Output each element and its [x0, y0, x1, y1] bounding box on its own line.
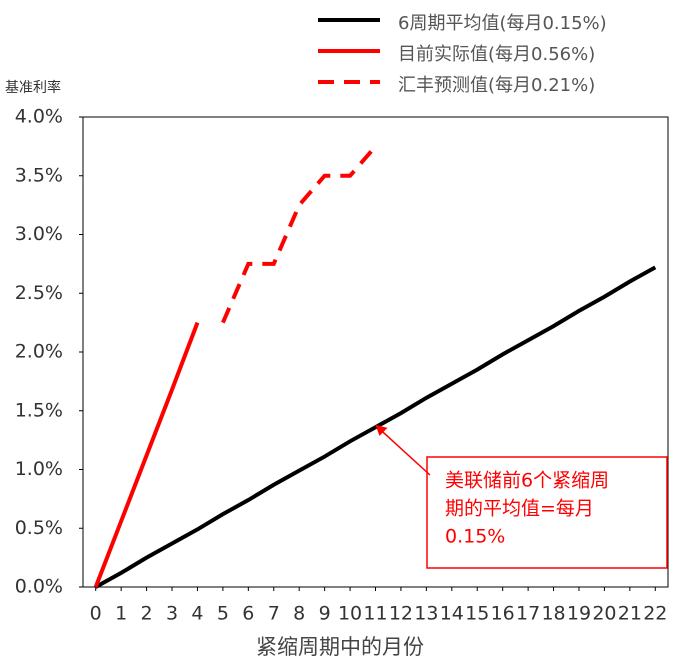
- y-axis-label: 基准利率: [5, 79, 61, 96]
- y-tick-label: 1.5%: [15, 399, 63, 421]
- x-tick-label: 19: [567, 603, 591, 625]
- x-axis-label: 紧缩周期中的月份: [256, 635, 424, 659]
- annotation-text: 0.15%: [445, 526, 505, 548]
- annotation-arrow: [379, 429, 431, 476]
- series-line: [93, 321, 200, 588]
- y-tick-label: 2.0%: [15, 341, 63, 363]
- x-tick-label: 5: [217, 603, 229, 625]
- y-tick-label: 0.5%: [15, 517, 63, 539]
- annotation-box: [426, 456, 668, 569]
- y-tick-label: 4.0%: [15, 106, 63, 128]
- x-tick-label: 18: [541, 603, 565, 625]
- annotation-arrowhead: [375, 424, 388, 436]
- annotation-text: 期的平均值=每月: [445, 498, 594, 520]
- legend-label: 目前实际值(每月0.56%): [398, 44, 595, 65]
- x-tick-label: 7: [268, 603, 280, 625]
- annotation-text: 美联储前6个紧缩周: [445, 470, 609, 492]
- x-tick-label: 11: [363, 603, 387, 625]
- x-tick-label: 14: [440, 603, 464, 625]
- x-tick-label: 10: [338, 603, 362, 625]
- series-line: [94, 265, 657, 589]
- x-tick-label: 1: [115, 603, 127, 625]
- x-tick-label: 4: [191, 603, 203, 625]
- y-tick-label: 1.0%: [15, 458, 63, 480]
- x-tick-label: 0: [90, 603, 102, 625]
- y-tick-label: 3.5%: [15, 164, 63, 186]
- y-tick-label: 3.0%: [15, 223, 63, 245]
- legend-label: 汇丰预测值(每月0.21%): [398, 75, 595, 96]
- y-tick-label: 2.5%: [15, 282, 63, 304]
- x-tick-label: 6: [242, 603, 254, 625]
- y-tick-label: 0.0%: [15, 576, 63, 598]
- x-tick-label: 2: [141, 603, 153, 625]
- x-tick-label: 8: [293, 603, 305, 625]
- series-line: [221, 145, 378, 324]
- x-tick-label: 22: [643, 603, 667, 625]
- x-tick-label: 9: [319, 603, 331, 625]
- x-tick-label: 17: [516, 603, 540, 625]
- legend-label: 6周期平均值(每月0.15%): [398, 13, 607, 34]
- x-tick-label: 21: [618, 603, 642, 625]
- x-tick-label: 16: [491, 603, 515, 625]
- x-tick-label: 12: [389, 603, 413, 625]
- x-tick-label: 15: [465, 603, 489, 625]
- x-tick-label: 13: [414, 603, 438, 625]
- x-tick-label: 20: [592, 603, 616, 625]
- x-tick-label: 3: [166, 603, 178, 625]
